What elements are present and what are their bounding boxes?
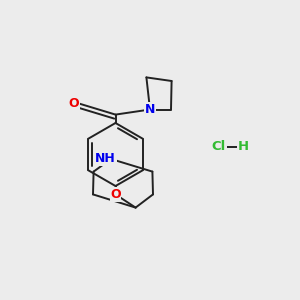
Text: O: O	[110, 188, 121, 201]
Text: H: H	[237, 140, 249, 154]
Text: NH: NH	[95, 152, 116, 166]
Text: O: O	[69, 97, 80, 110]
Text: Cl: Cl	[212, 140, 226, 154]
Text: N: N	[145, 103, 155, 116]
